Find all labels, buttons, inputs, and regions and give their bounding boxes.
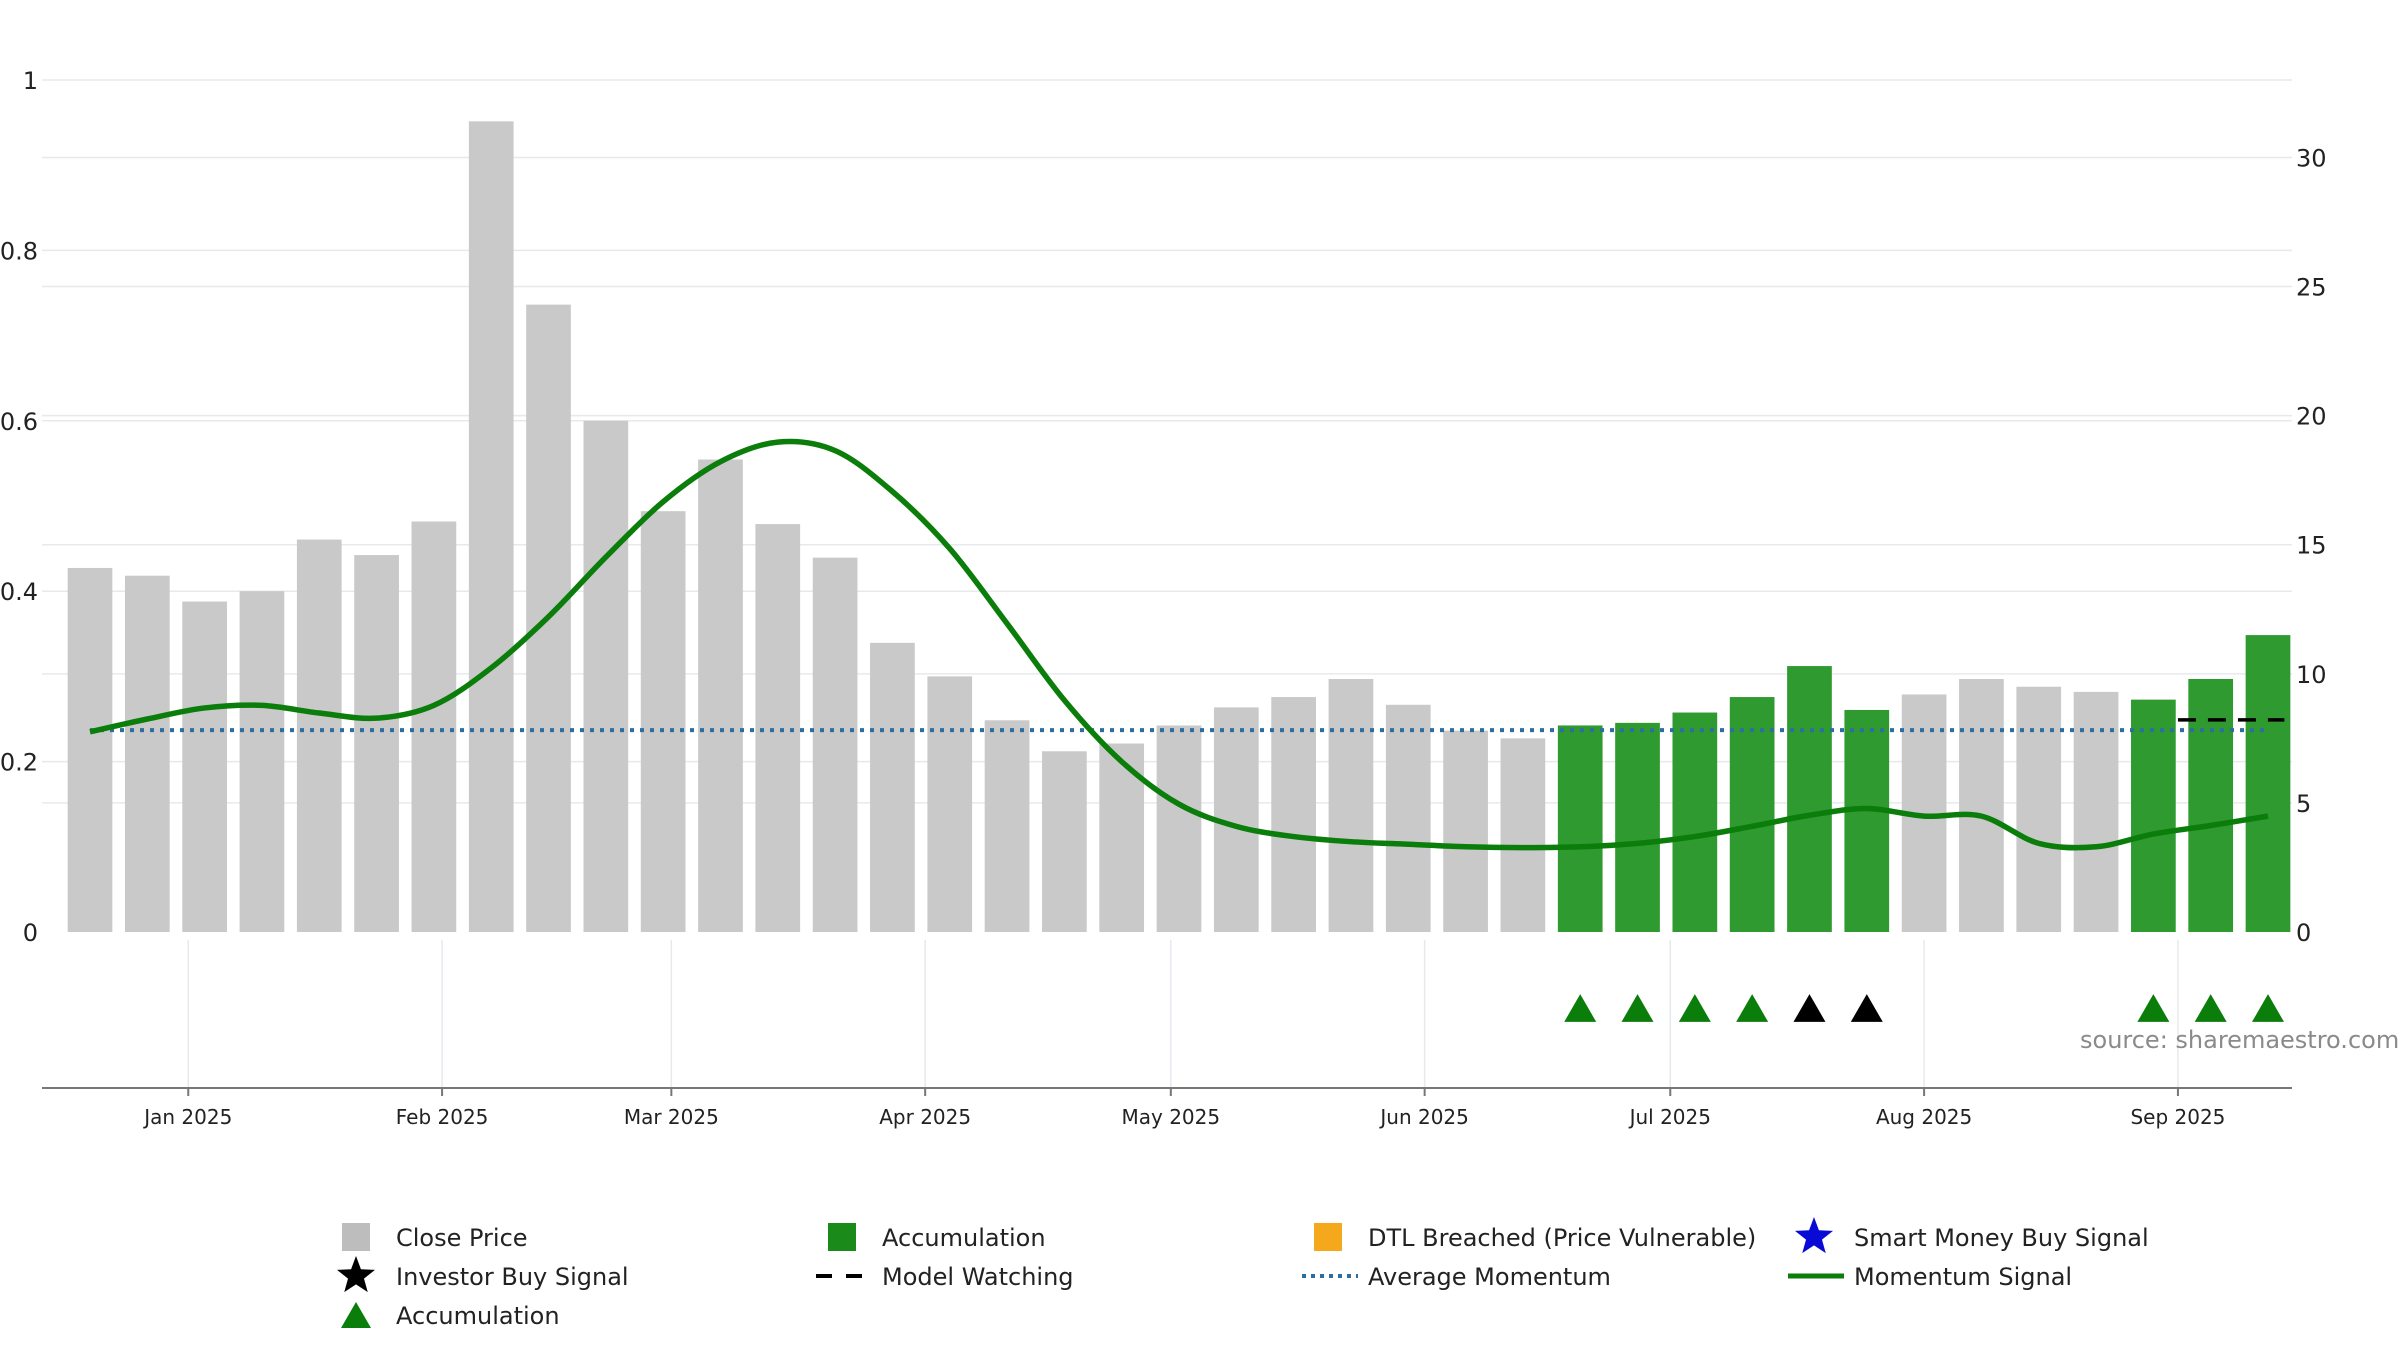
legend-label-4: Investor Buy Signal — [396, 1263, 629, 1291]
x-tick-7: Aug 2025 — [1876, 1105, 1972, 1129]
bar-0 — [67, 567, 113, 932]
y-right-tick-5: 25 — [2296, 274, 2327, 302]
legend-item-7: Momentum Signal — [1788, 1263, 2072, 1291]
investor-buy-marker-0 — [1793, 994, 1826, 1022]
legend-item-1: Accumulation — [828, 1223, 1046, 1252]
y-right-tick-2: 10 — [2296, 661, 2327, 689]
bar-9 — [583, 420, 629, 932]
bar-19 — [1156, 725, 1202, 932]
x-tick-3: Apr 2025 — [879, 1105, 971, 1129]
legend-label-6: Average Momentum — [1368, 1263, 1611, 1291]
bars-layer — [67, 121, 2291, 933]
bar-1 — [124, 575, 170, 932]
x-tick-2: Mar 2025 — [624, 1105, 719, 1129]
legend-item-8: Accumulation — [341, 1301, 560, 1330]
legend-label-2: DTL Breached (Price Vulnerable) — [1368, 1224, 1756, 1252]
x-tick-5: Jun 2025 — [1378, 1105, 1469, 1129]
legend-item-5: Model Watching — [816, 1263, 1074, 1291]
investor-buy-marker-1 — [1850, 994, 1883, 1022]
y-right-tick-4: 20 — [2296, 403, 2327, 431]
bar-17 — [1042, 751, 1087, 932]
legend-swatch-2 — [1314, 1223, 1342, 1251]
legend-label-8: Accumulation — [396, 1302, 560, 1330]
y-right-tick-1: 5 — [2296, 790, 2311, 818]
legend-item-0: Close Price — [342, 1223, 528, 1252]
bar-14 — [870, 642, 915, 932]
bar-5 — [354, 555, 399, 932]
y-right-tick-6: 30 — [2296, 144, 2327, 172]
legend-star-icon-4 — [336, 1256, 376, 1293]
accumulation-marker-2 — [1678, 994, 1711, 1022]
accumulation-marker-5 — [2194, 994, 2227, 1022]
bar-2 — [182, 601, 227, 932]
bar-4 — [296, 539, 342, 932]
markers-layer — [1564, 994, 2284, 1022]
accumulation-marker-1 — [1621, 994, 1654, 1022]
bar-36 — [2131, 699, 2176, 932]
bar-28 — [1672, 712, 1718, 932]
y-left-tick-5: 1 — [23, 67, 38, 95]
legend-triangle-icon-8 — [341, 1301, 371, 1329]
legend-label-7: Momentum Signal — [1854, 1263, 2072, 1291]
legend-item-4: Investor Buy Signal — [336, 1256, 629, 1293]
bar-37 — [2188, 678, 2234, 932]
bar-27 — [1615, 722, 1660, 932]
bar-21 — [1271, 697, 1316, 932]
bar-30 — [1787, 666, 1832, 932]
y-left-tick-0: 0 — [23, 919, 38, 947]
bar-25 — [1500, 738, 1546, 932]
accumulation-marker-4 — [2137, 994, 2170, 1022]
legend-swatch-0 — [342, 1223, 370, 1251]
y-left-tick-4: 0.8 — [0, 237, 38, 265]
bar-6 — [411, 521, 457, 932]
legend-label-5: Model Watching — [882, 1263, 1074, 1291]
y-right-tick-0: 0 — [2296, 919, 2311, 947]
bar-15 — [927, 676, 973, 932]
bar-38 — [2245, 635, 2291, 932]
bar-10 — [640, 511, 686, 932]
bar-16 — [984, 720, 1030, 932]
bar-31 — [1844, 709, 1890, 932]
accumulation-marker-0 — [1564, 994, 1597, 1022]
bar-33 — [1959, 678, 2004, 932]
y-left-tick-3: 0.6 — [0, 408, 38, 436]
x-tick-6: Jul 2025 — [1628, 1105, 1711, 1129]
momentum-signal-line — [89, 438, 2269, 851]
x-tick-0: Jan 2025 — [142, 1105, 232, 1129]
bar-34 — [2016, 686, 2062, 932]
x-tick-8: Sep 2025 — [2130, 1105, 2225, 1129]
legend: Close Price Accumulation DTL Breached (Pri… — [336, 1217, 2149, 1330]
x-tick-4: May 2025 — [1122, 1105, 1221, 1129]
bar-13 — [812, 557, 858, 932]
y-right-tick-3: 15 — [2296, 532, 2327, 560]
bar-11 — [698, 459, 743, 932]
y-left-tick-1: 0.2 — [0, 749, 38, 777]
legend-swatch-1 — [828, 1223, 856, 1251]
bar-7 — [468, 121, 514, 933]
legend-label-3: Smart Money Buy Signal — [1854, 1224, 2149, 1252]
bar-23 — [1385, 704, 1431, 932]
legend-item-2: DTL Breached (Price Vulnerable) — [1314, 1223, 1756, 1252]
bar-24 — [1443, 730, 1488, 932]
bar-35 — [2073, 691, 2119, 932]
legend-item-6: Average Momentum — [1302, 1263, 1611, 1291]
legend-star-icon-3 — [1794, 1217, 1834, 1254]
bar-12 — [755, 524, 801, 932]
bar-3 — [239, 591, 285, 932]
legend-item-3: Smart Money Buy Signal — [1794, 1217, 2149, 1254]
legend-label-1: Accumulation — [882, 1224, 1046, 1252]
accumulation-marker-3 — [1736, 994, 1769, 1022]
source-label: source: sharemaestro.com — [2080, 1026, 2399, 1054]
accumulation-marker-6 — [2252, 994, 2284, 1022]
bar-22 — [1328, 678, 1374, 932]
lines-layer — [89, 438, 2285, 851]
bar-29 — [1729, 697, 1775, 932]
bar-26 — [1557, 725, 1603, 932]
legend-label-0: Close Price — [396, 1224, 528, 1252]
x-tick-1: Feb 2025 — [396, 1105, 489, 1129]
y-left-tick-2: 0.4 — [0, 578, 38, 606]
